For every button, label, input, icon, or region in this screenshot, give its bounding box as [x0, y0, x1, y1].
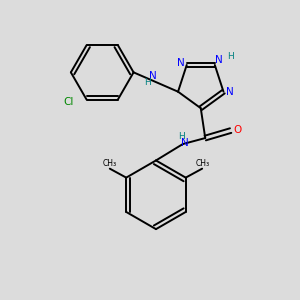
- Text: N: N: [149, 71, 157, 81]
- Text: N: N: [178, 58, 185, 68]
- Text: H: H: [144, 78, 151, 87]
- Text: N: N: [182, 137, 189, 148]
- Text: Cl: Cl: [64, 97, 74, 107]
- Text: N: N: [226, 87, 234, 97]
- Text: N: N: [215, 56, 223, 65]
- Text: CH₃: CH₃: [102, 159, 116, 168]
- Text: O: O: [233, 125, 241, 135]
- Text: H: H: [227, 52, 234, 61]
- Text: H: H: [178, 132, 185, 141]
- Text: CH₃: CH₃: [196, 159, 210, 168]
